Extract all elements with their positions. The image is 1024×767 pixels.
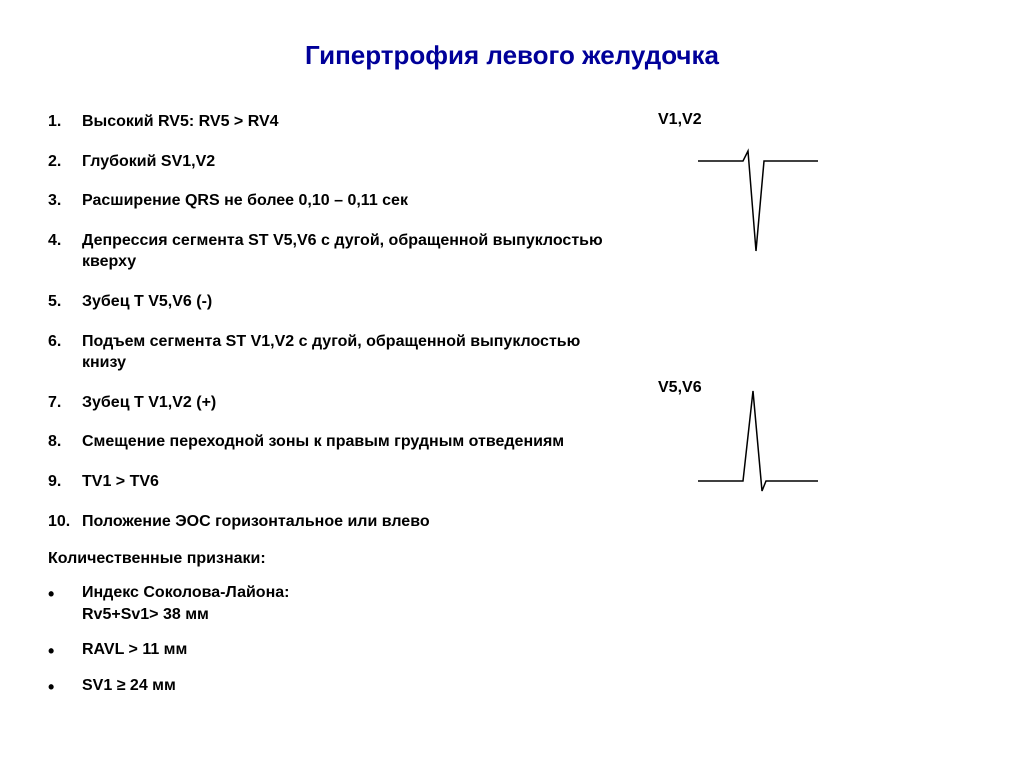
content-area: Высокий RV5: RV5 > RV4 Глубокий SV1,V2 Р… — [0, 111, 1024, 711]
list-item: Расширение QRS не более 0,10 – 0,11 сек — [48, 190, 628, 212]
bullet-item: RAVL > 11 мм — [48, 639, 628, 661]
ecg-wave-v1v2 — [698, 141, 828, 261]
list-item: Высокий RV5: RV5 > RV4 — [48, 111, 628, 133]
right-column: V1,V2 V5,V6 — [628, 111, 968, 711]
left-column: Высокий RV5: RV5 > RV4 Глубокий SV1,V2 Р… — [48, 111, 628, 711]
list-item: Глубокий SV1,V2 — [48, 151, 628, 173]
quantitative-heading: Количественные признаки: — [48, 550, 628, 568]
page-title: Гипертрофия левого желудочка — [0, 0, 1024, 111]
ecg-wave-v5v6 — [698, 381, 828, 501]
list-item: Подъем сегмента ST V1,V2 с дугой, обраще… — [48, 331, 628, 374]
list-item: Смещение переходной зоны к правым грудны… — [48, 431, 628, 453]
numbered-list: Высокий RV5: RV5 > RV4 Глубокий SV1,V2 Р… — [48, 111, 628, 532]
wave-label-top: V1,V2 — [658, 111, 702, 129]
list-item: TV1 > TV6 — [48, 471, 628, 493]
list-item: Зубец Т V1,V2 (+) — [48, 392, 628, 414]
wave-path-top — [698, 151, 818, 251]
list-item: Зубец Т V5,V6 (-) — [48, 291, 628, 313]
list-item: Положение ЭОС горизонтальное или влево — [48, 511, 628, 533]
wave-label-bottom: V5,V6 — [658, 379, 702, 397]
bullet-list: Индекс Соколова-Лайона: Rv5+Sv1> 38 мм R… — [48, 582, 628, 696]
bullet-item: SV1 ≥ 24 мм — [48, 675, 628, 697]
list-item: Депрессия сегмента ST V5,V6 с дугой, обр… — [48, 230, 628, 273]
wave-path-bottom — [698, 391, 818, 491]
bullet-item: Индекс Соколова-Лайона: Rv5+Sv1> 38 мм — [48, 582, 628, 625]
